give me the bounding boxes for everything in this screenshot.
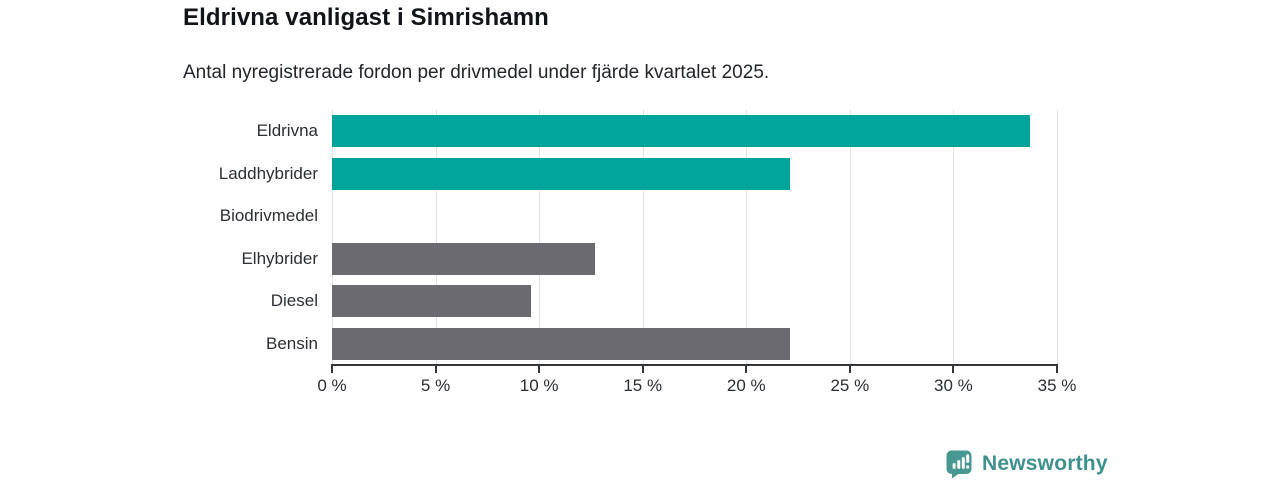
category-label: Bensin [266,333,318,353]
gridline [849,110,851,365]
bar-track [332,153,1057,196]
x-tick-label: 5 % [420,376,451,395]
category-label: Eldrivna [256,121,318,140]
category-label: Biodrivmedel [219,206,318,225]
bar [332,115,1031,147]
category-label: Diesel [270,291,318,310]
x-axis-tick [641,366,644,373]
gridline [953,110,955,365]
x-axis-tick [745,366,748,373]
bar-row: Diesel [0,280,1057,323]
gridline [1057,110,1058,365]
bar-track [332,238,1057,281]
gridline [746,110,748,365]
x-axis-tick [1056,366,1058,373]
bar-row: Eldrivna [0,110,1057,153]
gridline [642,110,644,365]
x-axis-tick [952,366,955,373]
x-axis-tick [848,366,851,373]
bar-track [332,280,1057,323]
chart-subtitle: Antal nyregistrerade fordon per drivmede… [183,62,770,83]
bar-track [332,195,1057,238]
bar-chart: Eldrivna Laddhybrider Biodrivmedel Elhybrid… [0,110,1280,410]
bar-track [332,323,1057,366]
gridline [435,110,437,365]
brand-wordmark: Newsworthy [982,451,1108,475]
bar-row: Biodrivmedel [0,195,1057,238]
x-axis-tick [538,366,541,373]
gridline-layer [332,110,1058,365]
bar-row: Elhybrider [0,238,1057,281]
newsworthy-logo: Newsworthy [944,448,1108,479]
bar-row: Bensin [0,323,1057,366]
category-label: Laddhybrider [218,163,318,183]
bar-row: Laddhybrider [0,153,1057,196]
page-title: Eldrivna vanligast i Simrishamn [183,4,549,31]
x-tick-label: 0 % [317,376,347,395]
bar [332,242,596,275]
category-label: Elhybrider [241,248,318,268]
x-axis-tick [434,366,437,373]
bar [332,327,790,360]
bar-track [332,110,1057,153]
x-tick-label: 30 % [934,376,973,395]
x-tick-label: 15 % [623,376,663,395]
x-axis-line [331,364,1058,366]
bar [332,285,531,317]
x-tick-label: 10 % [519,376,559,395]
gridline [539,110,541,365]
x-tick-label: 25 % [830,376,870,395]
x-tick-label: 20 % [726,376,766,395]
x-axis-tick [331,366,333,373]
bar-rows: Eldrivna Laddhybrider Biodrivmedel Elhybrid… [0,110,1057,365]
bar [332,157,790,190]
bar-chart-speech-bubble-icon [946,450,972,479]
x-tick-label: 35 % [1037,376,1077,395]
gridline [332,110,333,365]
